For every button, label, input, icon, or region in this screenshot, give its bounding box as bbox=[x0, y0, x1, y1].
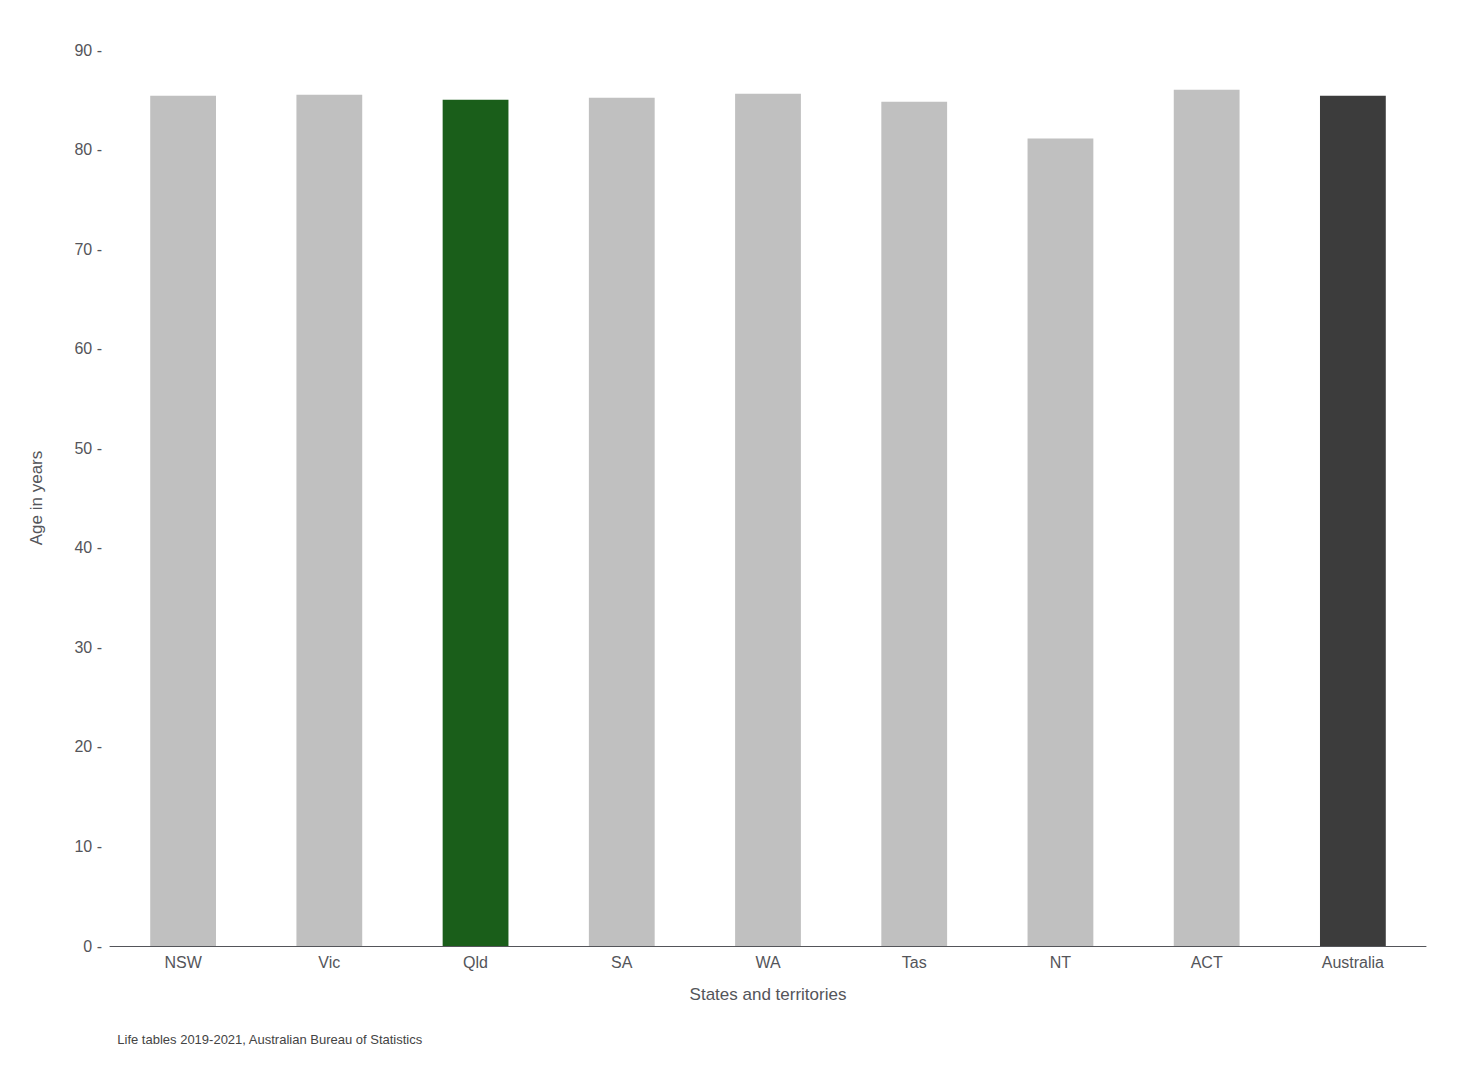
svg-text:40 -: 40 - bbox=[74, 539, 102, 556]
svg-text:60 -: 60 - bbox=[74, 340, 102, 357]
svg-text:20 -: 20 - bbox=[74, 738, 102, 755]
svg-text:90 -: 90 - bbox=[74, 42, 102, 59]
svg-text:Age in years: Age in years bbox=[27, 451, 46, 546]
svg-text:Vic: Vic bbox=[318, 954, 340, 971]
svg-text:Tas: Tas bbox=[902, 954, 927, 971]
svg-text:WA: WA bbox=[755, 954, 781, 971]
svg-text:30 -: 30 - bbox=[74, 639, 102, 656]
svg-text:50 -: 50 - bbox=[74, 440, 102, 457]
svg-text:SA: SA bbox=[611, 954, 633, 971]
svg-text:Australia: Australia bbox=[1322, 954, 1384, 971]
svg-text:States and territories: States and territories bbox=[690, 985, 847, 1004]
svg-text:NSW: NSW bbox=[164, 954, 202, 971]
svg-text:ACT: ACT bbox=[1191, 954, 1223, 971]
svg-text:Life tables 2019-2021, Austral: Life tables 2019-2021, Australian Bureau… bbox=[117, 1032, 422, 1047]
svg-text:80 -: 80 - bbox=[74, 141, 102, 158]
svg-text:10 -: 10 - bbox=[74, 838, 102, 855]
svg-text:70 -: 70 - bbox=[74, 241, 102, 258]
svg-text:Qld: Qld bbox=[463, 954, 488, 971]
svg-text:NT: NT bbox=[1050, 954, 1072, 971]
svg-text:0 -: 0 - bbox=[83, 938, 102, 955]
